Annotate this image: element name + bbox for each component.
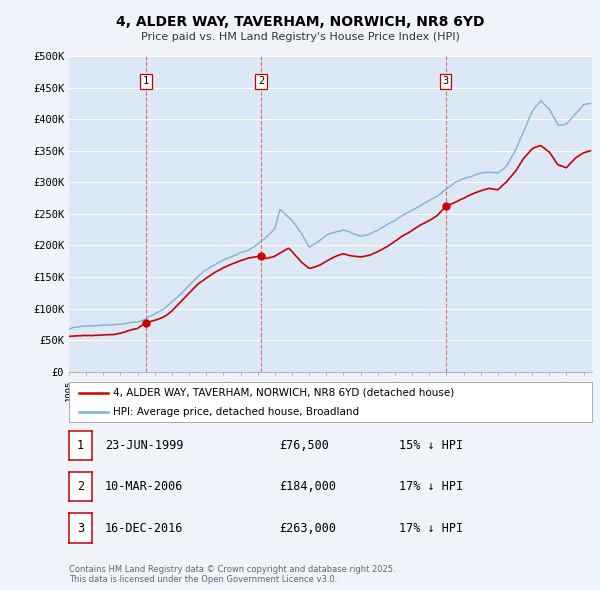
Text: 17% ↓ HPI: 17% ↓ HPI <box>399 480 463 493</box>
Text: 10-MAR-2006: 10-MAR-2006 <box>105 480 184 493</box>
Text: 23-JUN-1999: 23-JUN-1999 <box>105 439 184 452</box>
Text: 15% ↓ HPI: 15% ↓ HPI <box>399 439 463 452</box>
Text: 4, ALDER WAY, TAVERHAM, NORWICH, NR8 6YD (detached house): 4, ALDER WAY, TAVERHAM, NORWICH, NR8 6YD… <box>113 388 455 398</box>
Text: 2: 2 <box>258 76 264 86</box>
Text: 1: 1 <box>77 439 84 452</box>
Text: 17% ↓ HPI: 17% ↓ HPI <box>399 522 463 535</box>
Text: £76,500: £76,500 <box>279 439 329 452</box>
Text: Contains HM Land Registry data © Crown copyright and database right 2025.
This d: Contains HM Land Registry data © Crown c… <box>69 565 395 584</box>
Text: 2: 2 <box>77 480 84 493</box>
Text: 1: 1 <box>143 76 149 86</box>
Text: Price paid vs. HM Land Registry's House Price Index (HPI): Price paid vs. HM Land Registry's House … <box>140 32 460 42</box>
Text: 3: 3 <box>77 522 84 535</box>
Text: £184,000: £184,000 <box>279 480 336 493</box>
Text: 3: 3 <box>443 76 449 86</box>
Text: 4, ALDER WAY, TAVERHAM, NORWICH, NR8 6YD: 4, ALDER WAY, TAVERHAM, NORWICH, NR8 6YD <box>116 15 484 29</box>
Text: 16-DEC-2016: 16-DEC-2016 <box>105 522 184 535</box>
Text: HPI: Average price, detached house, Broadland: HPI: Average price, detached house, Broa… <box>113 407 359 417</box>
Text: £263,000: £263,000 <box>279 522 336 535</box>
